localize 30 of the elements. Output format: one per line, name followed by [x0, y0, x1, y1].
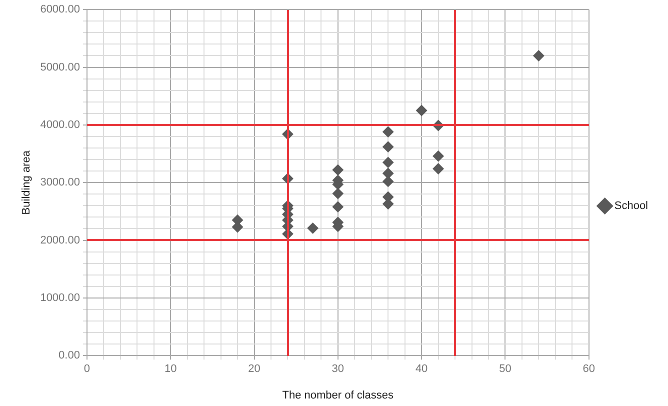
- point: [382, 168, 394, 179]
- x-axis-title: The nomber of classes: [282, 389, 394, 402]
- point: [382, 176, 394, 187]
- y-tick-label: 3000.00: [40, 176, 80, 189]
- x-tick-label: 50: [499, 363, 512, 376]
- point: [382, 156, 394, 168]
- point: [382, 126, 394, 138]
- point: [533, 50, 544, 62]
- x-tick-label: 30: [332, 363, 344, 376]
- y-tick-label: 2000.00: [40, 234, 80, 246]
- y-tick-label: 0.00: [58, 350, 80, 362]
- x-tick-label: 20: [248, 363, 260, 376]
- point: [432, 150, 444, 162]
- point: [416, 105, 428, 116]
- x-tick-label: 40: [415, 363, 428, 376]
- point: [332, 201, 344, 212]
- x-tick-label: 0: [84, 363, 90, 376]
- x-tick-label: 60: [582, 363, 595, 376]
- point: [332, 164, 344, 176]
- y-tick-label: 4000.00: [40, 118, 80, 131]
- legend-label: School: [614, 200, 648, 212]
- y-tick-label: 5000.00: [40, 61, 80, 74]
- x-tick-label: 10: [164, 363, 177, 376]
- point: [307, 222, 318, 234]
- y-axis-title: Building area: [20, 150, 33, 215]
- point: [432, 163, 444, 174]
- point: [382, 141, 394, 152]
- point: [332, 188, 344, 200]
- y-tick-label: 6000.00: [40, 4, 80, 16]
- y-tick-label: 1000.00: [40, 292, 80, 304]
